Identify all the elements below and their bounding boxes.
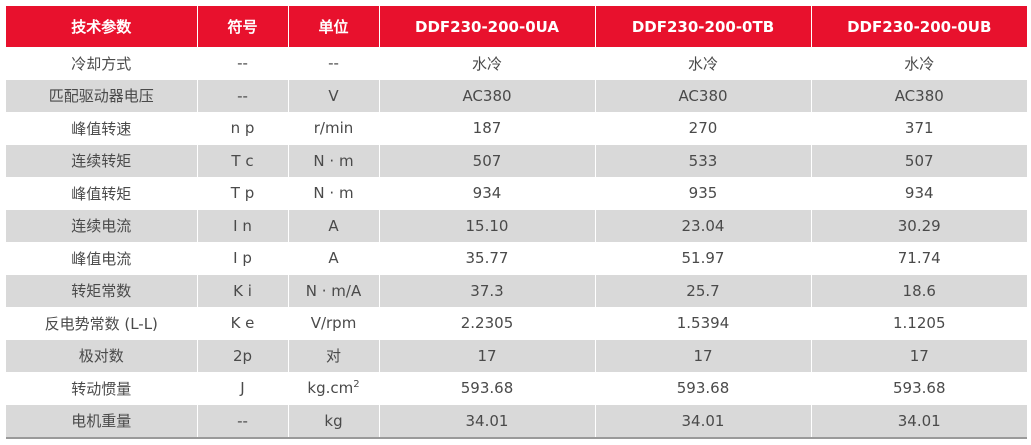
value-cell: 71.74 <box>811 242 1027 275</box>
unit-cell: V <box>288 79 380 112</box>
value-cell: 507 <box>379 144 596 177</box>
value-cell: 34.01 <box>811 404 1027 439</box>
symbol-cell: -- <box>197 404 289 439</box>
param-cell: 连续转矩 <box>6 144 198 177</box>
table-row: 电机重量 -- kg 34.01 34.01 34.01 <box>6 404 1027 439</box>
table-row: 转矩常数 K i N · m/A 37.3 25.7 18.6 <box>6 274 1027 307</box>
unit-text: kg.cm <box>307 379 354 398</box>
symbol-cell: T p <box>197 177 289 210</box>
unit-cell: A <box>288 209 380 242</box>
table-row: 峰值电流 I p A 35.77 51.97 71.74 <box>6 242 1027 275</box>
table-row: 反电势常数 (L-L) K e V/rpm 2.2305 1.5394 1.12… <box>6 307 1027 340</box>
symbol-cell: 2p <box>197 339 289 372</box>
value-cell: 水冷 <box>595 47 812 80</box>
symbol-cell: n p <box>197 112 289 145</box>
value-cell: 15.10 <box>379 209 596 242</box>
symbol-cell: I p <box>197 242 289 275</box>
header-model: DDF230-200-0UB <box>811 6 1027 47</box>
value-cell: 37.3 <box>379 274 596 307</box>
table-row: 连续电流 I n A 15.10 23.04 30.29 <box>6 209 1027 242</box>
value-cell: 18.6 <box>811 274 1027 307</box>
table-row: 峰值转速 n p r/min 187 270 371 <box>6 112 1027 145</box>
table-row: 冷却方式 -- -- 水冷 水冷 水冷 <box>6 47 1027 80</box>
param-cell: 极对数 <box>6 339 198 372</box>
value-cell: 1.1205 <box>811 307 1027 340</box>
table-row: 转动惯量 J kg.cm2 593.68 593.68 593.68 <box>6 372 1027 405</box>
value-cell: 593.68 <box>811 372 1027 405</box>
value-cell: 593.68 <box>379 372 596 405</box>
table-row: 匹配驱动器电压 -- V AC380 AC380 AC380 <box>6 79 1027 112</box>
param-cell: 匹配驱动器电压 <box>6 79 198 112</box>
symbol-cell: -- <box>197 79 289 112</box>
unit-cell: N · m <box>288 177 380 210</box>
param-cell: 连续电流 <box>6 209 198 242</box>
table-row: 极对数 2p 对 17 17 17 <box>6 339 1027 372</box>
param-cell: 电机重量 <box>6 404 198 439</box>
value-cell: 水冷 <box>811 47 1027 80</box>
unit-cell: kg <box>288 404 380 439</box>
value-cell: 935 <box>595 177 812 210</box>
value-cell: 533 <box>595 144 812 177</box>
value-cell: 507 <box>811 144 1027 177</box>
header-param: 技术参数 <box>6 6 198 47</box>
unit-cell: r/min <box>288 112 380 145</box>
header-unit: 单位 <box>288 6 380 47</box>
value-cell: 34.01 <box>379 404 596 439</box>
param-cell: 峰值转速 <box>6 112 198 145</box>
value-cell: 371 <box>811 112 1027 145</box>
value-cell: 17 <box>811 339 1027 372</box>
symbol-cell: K i <box>197 274 289 307</box>
value-cell: AC380 <box>379 79 596 112</box>
value-cell: 51.97 <box>595 242 812 275</box>
value-cell: 17 <box>595 339 812 372</box>
symbol-cell: I n <box>197 209 289 242</box>
value-cell: 30.29 <box>811 209 1027 242</box>
header-symbol: 符号 <box>197 6 289 47</box>
value-cell: 593.68 <box>595 372 812 405</box>
value-cell: 187 <box>379 112 596 145</box>
value-cell: AC380 <box>595 79 812 112</box>
table-row: 峰值转矩 T p N · m 934 935 934 <box>6 177 1027 210</box>
value-cell: 934 <box>379 177 596 210</box>
value-cell: 17 <box>379 339 596 372</box>
unit-cell: 对 <box>288 339 380 372</box>
value-cell: 23.04 <box>595 209 812 242</box>
value-cell: 934 <box>811 177 1027 210</box>
symbol-cell: J <box>197 372 289 405</box>
param-cell: 转动惯量 <box>6 372 198 405</box>
unit-cell: N · m <box>288 144 380 177</box>
unit-superscript: 2 <box>353 379 360 391</box>
value-cell: 25.7 <box>595 274 812 307</box>
param-cell: 反电势常数 (L-L) <box>6 307 198 340</box>
value-cell: 水冷 <box>379 47 596 80</box>
value-cell: AC380 <box>811 79 1027 112</box>
value-cell: 2.2305 <box>379 307 596 340</box>
param-cell: 转矩常数 <box>6 274 198 307</box>
param-cell: 峰值电流 <box>6 242 198 275</box>
value-cell: 1.5394 <box>595 307 812 340</box>
unit-cell: A <box>288 242 380 275</box>
symbol-cell: T c <box>197 144 289 177</box>
param-cell: 冷却方式 <box>6 47 198 80</box>
symbol-cell: K e <box>197 307 289 340</box>
table-row: 连续转矩 T c N · m 507 533 507 <box>6 144 1027 177</box>
header-model: DDF230-200-0UA <box>379 6 596 47</box>
unit-cell: kg.cm2 <box>288 372 380 405</box>
unit-cell: V/rpm <box>288 307 380 340</box>
symbol-cell: -- <box>197 47 289 80</box>
unit-cell: -- <box>288 47 380 80</box>
unit-cell: N · m/A <box>288 274 380 307</box>
value-cell: 35.77 <box>379 242 596 275</box>
param-cell: 峰值转矩 <box>6 177 198 210</box>
spec-table: 技术参数 符号 单位 DDF230-200-0UA DDF230-200-0TB… <box>6 6 1027 439</box>
value-cell: 34.01 <box>595 404 812 439</box>
header-row: 技术参数 符号 单位 DDF230-200-0UA DDF230-200-0TB… <box>6 6 1027 47</box>
header-model: DDF230-200-0TB <box>595 6 812 47</box>
value-cell: 270 <box>595 112 812 145</box>
